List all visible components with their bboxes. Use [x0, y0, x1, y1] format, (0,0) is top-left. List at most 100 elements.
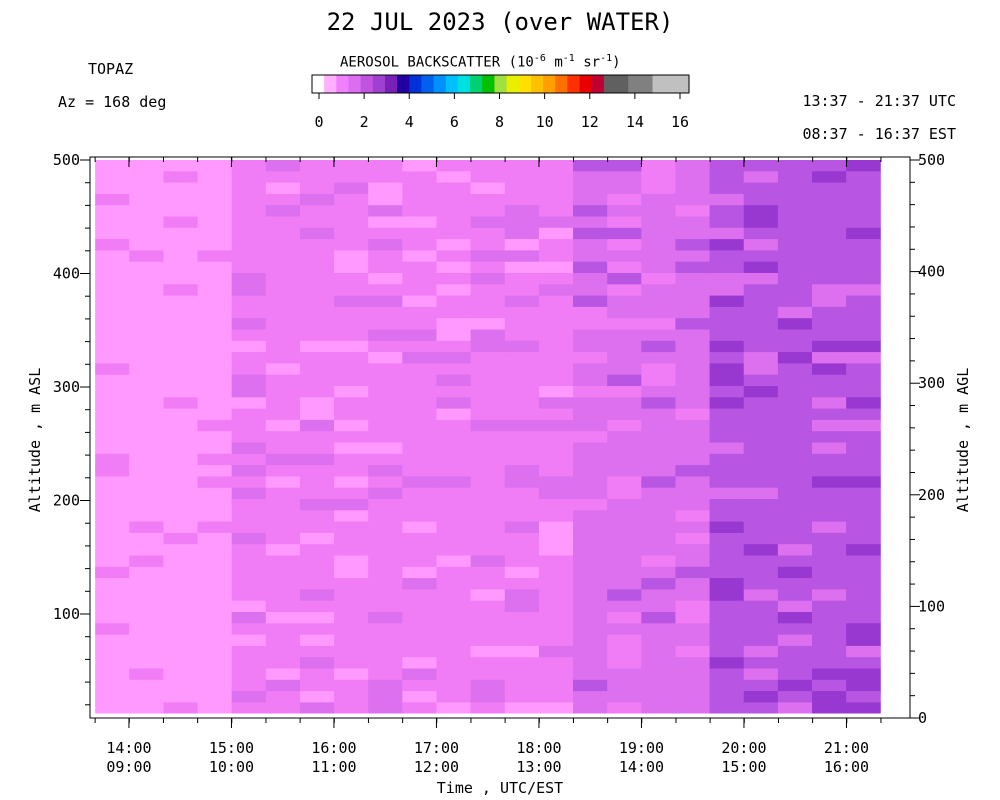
heatmap-cell: [709, 555, 745, 568]
heatmap-cell: [163, 499, 199, 511]
heatmap-cell: [299, 273, 335, 285]
heatmap-cell: [163, 306, 199, 319]
heatmap-cell: [470, 431, 506, 443]
heatmap-cell: [265, 374, 301, 387]
heatmap-cell: [846, 408, 881, 421]
chart-title: 22 JUL 2023 (over WATER): [326, 8, 674, 36]
heatmap-cell: [812, 612, 847, 624]
heatmap-cell: [334, 318, 369, 330]
heatmap-cell: [163, 261, 199, 274]
heatmap-cell: [299, 476, 335, 489]
heatmap-cell: [470, 227, 506, 240]
heatmap-cell: [163, 566, 199, 579]
heatmap-cell: [641, 284, 676, 297]
heatmap-cell: [231, 261, 267, 274]
heatmap-cell: [504, 589, 540, 602]
heatmap-cell: [163, 340, 199, 353]
heatmap-cell: [231, 555, 267, 568]
heatmap-cell: [777, 532, 813, 545]
heatmap-cell: [368, 600, 403, 613]
heatmap-cell: [812, 702, 847, 714]
heatmap-cell: [163, 487, 199, 500]
heatmap-cell: [470, 442, 506, 455]
heatmap-cell: [641, 261, 676, 274]
heatmap-cell: [231, 510, 267, 523]
heatmap-cell: [538, 295, 574, 308]
heatmap-cell: [129, 691, 164, 703]
heatmap-cell: [675, 273, 711, 285]
heatmap-cell: [163, 442, 199, 455]
heatmap-cell: [777, 476, 813, 489]
heatmap-cell: [197, 431, 233, 443]
heatmap-cell: [95, 227, 130, 240]
heatmap-cell: [504, 261, 540, 274]
heatmap-cell: [538, 363, 574, 376]
heatmap-cell: [231, 318, 267, 330]
heatmap-cell: [95, 668, 130, 681]
heatmap-cell: [675, 623, 711, 636]
heatmap-cell: [334, 702, 369, 714]
heatmap-cell: [641, 205, 676, 217]
heatmap-cell: [709, 600, 745, 613]
heatmap-cell: [675, 691, 711, 703]
heatmap-cell: [265, 691, 301, 703]
heatmap-cell: [504, 160, 540, 172]
heatmap-cell: [777, 589, 813, 602]
heatmap-cell: [334, 239, 369, 251]
heatmap-cell: [812, 623, 847, 636]
heatmap-cell: [743, 182, 779, 195]
heatmap-cell: [197, 555, 233, 568]
heatmap-cell: [675, 431, 711, 443]
heatmap-cell: [641, 487, 676, 500]
heatmap-cell: [299, 589, 335, 602]
heatmap-cell: [812, 645, 847, 658]
heatmap-cell: [675, 487, 711, 500]
heatmap-cell: [368, 476, 403, 489]
heatmap-cell: [812, 160, 847, 172]
heatmap-cell: [231, 612, 267, 624]
heatmap-cell: [812, 555, 847, 568]
heatmap-cell: [709, 160, 745, 172]
heatmap-cell: [334, 182, 369, 195]
heatmap-cell: [538, 216, 574, 229]
heatmap-cell: [573, 657, 608, 669]
heatmap-cell: [197, 182, 233, 195]
heatmap-cell: [402, 566, 437, 579]
heatmap-cell: [470, 702, 506, 714]
heatmap-cell: [436, 306, 472, 319]
heatmap-cell: [163, 182, 199, 195]
heatmap-cell: [641, 193, 676, 206]
heatmap-cell: [504, 657, 540, 669]
heatmap-cell: [709, 521, 745, 534]
plot-frame: [89, 156, 911, 719]
heatmap-cell: [129, 487, 164, 500]
heatmap-cell: [743, 239, 779, 251]
heatmap-cell: [197, 691, 233, 703]
heatmap-cell: [299, 408, 335, 421]
heatmap-cell: [538, 645, 574, 658]
heatmap-cell: [641, 374, 676, 387]
heatmap-cell: [675, 386, 711, 398]
heatmap-cell: [436, 521, 472, 534]
heatmap-cell: [812, 600, 847, 613]
heatmap-cell: [436, 612, 472, 624]
heatmap-cell: [641, 702, 676, 714]
heatmap-cell: [470, 386, 506, 398]
heatmap-cell: [709, 419, 745, 432]
heatmap-cell: [641, 453, 676, 466]
heatmap-cell: [743, 702, 779, 714]
heatmap-cell: [538, 566, 574, 579]
heatmap-cell: [470, 318, 506, 330]
heatmap-cell: [641, 521, 676, 534]
heatmap-cell: [163, 193, 199, 206]
heatmap-cell: [743, 691, 779, 703]
heatmap-cell: [504, 645, 540, 658]
heatmap-cell: [299, 227, 335, 240]
colorbar-tick-label: 12: [581, 113, 599, 131]
heatmap-cell: [675, 261, 711, 274]
heatmap-cell: [95, 363, 130, 376]
heatmap-cell: [538, 589, 574, 602]
y-tick-label-right: 200: [918, 486, 945, 504]
heatmap-cell: [95, 442, 130, 455]
heatmap-cell: [504, 205, 540, 217]
